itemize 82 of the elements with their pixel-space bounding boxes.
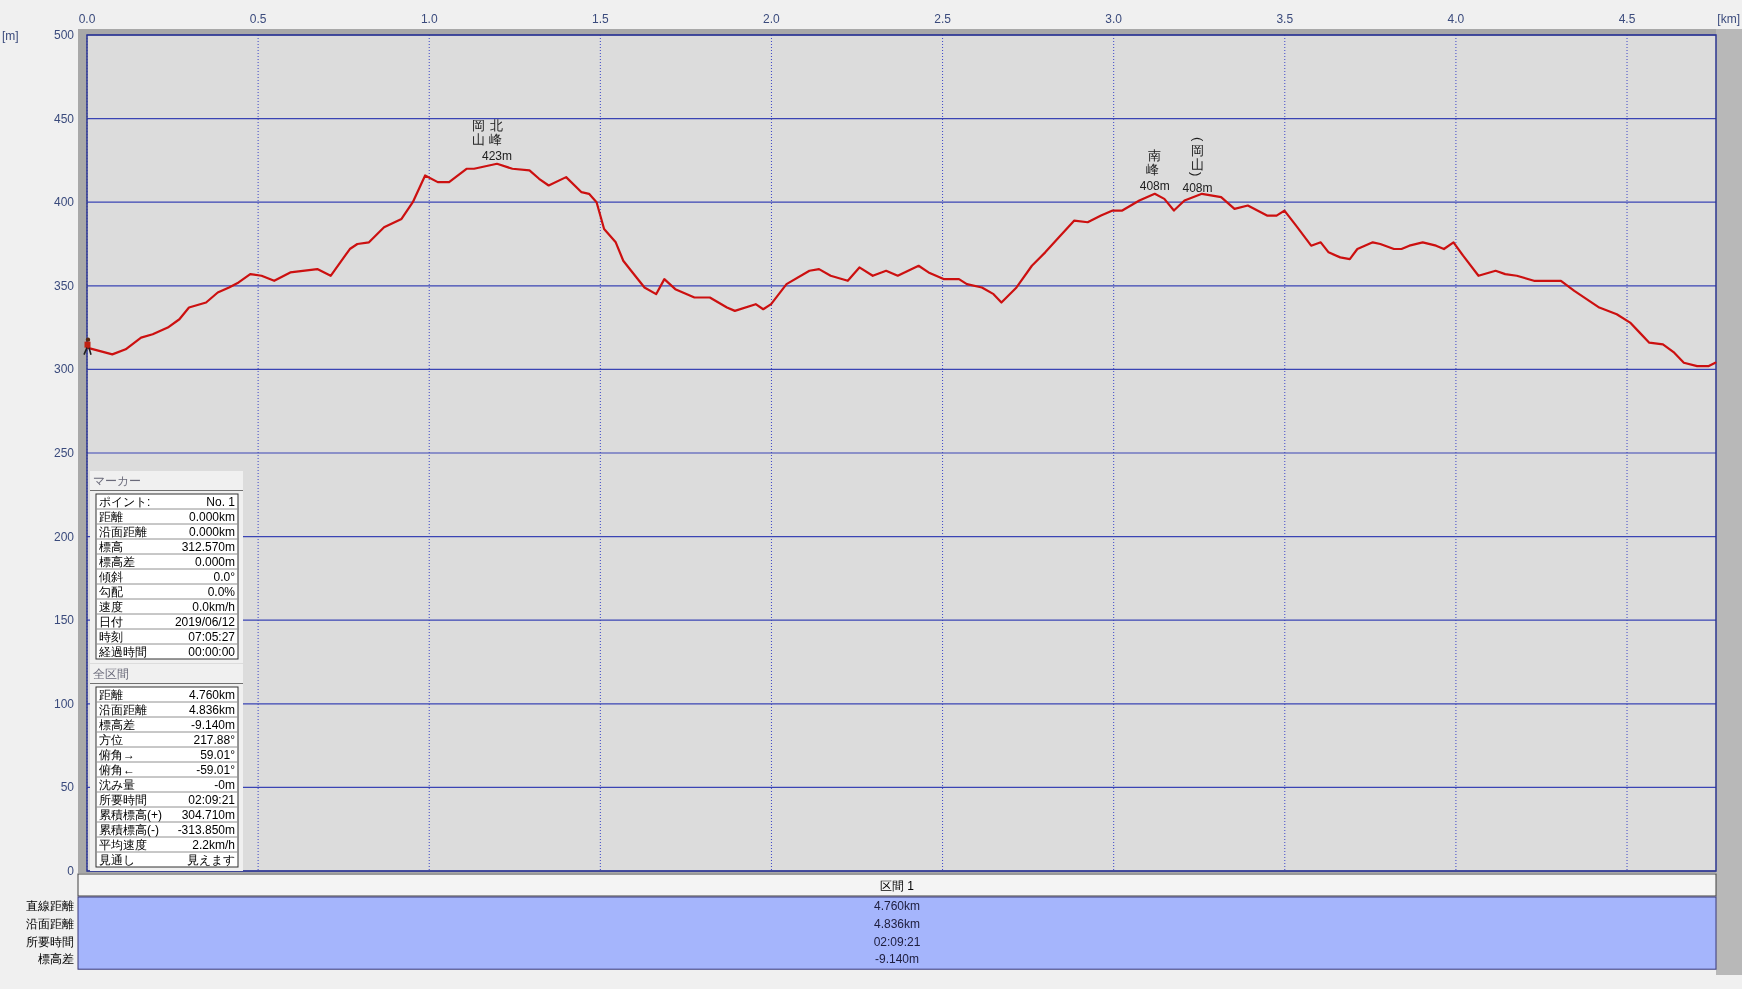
annotation: 勾配	[99, 585, 123, 599]
annotation: ポイント:	[99, 495, 151, 509]
y-axis-title: [m]	[2, 29, 19, 43]
annotation: 見えます	[187, 853, 235, 867]
annotation: 南峰 408m	[1139, 147, 1170, 193]
y-tick-label: 50	[60, 780, 75, 795]
annotation: -0m	[214, 778, 235, 792]
annotation: 傾斜	[99, 570, 123, 584]
annotation: 俯角→	[99, 748, 135, 762]
annotation: 2.2km/h	[192, 838, 235, 852]
y-tick-label: 250	[53, 446, 75, 460]
y-tick-label: 400	[53, 195, 75, 210]
annotation: 304.710m	[181, 808, 235, 822]
text: 区間 1	[879, 879, 915, 893]
x-tick-label: 2.5	[934, 12, 952, 26]
text: 全区間	[93, 667, 129, 681]
x-tick-label: 0.0	[78, 12, 96, 26]
annotation: 4.836km	[188, 703, 235, 717]
x-tick-label: 2.0	[763, 12, 781, 26]
annotation: (岡山) 408m	[1182, 137, 1213, 195]
annotation: 累積標高(+)	[99, 808, 162, 822]
annotation: 02:09:21	[188, 793, 236, 807]
text: 標高差	[38, 952, 74, 967]
annotation: 標高差	[99, 555, 135, 569]
annotation: -313.850m	[177, 823, 235, 837]
y-tick-label: 200	[53, 529, 75, 544]
y-tick-label: 300	[53, 362, 75, 377]
y-tick-label: 100	[53, 696, 75, 711]
text: 02:09:21	[873, 934, 921, 949]
annotation: -9.140m	[190, 718, 235, 732]
x-tick-label: 3.0	[1105, 12, 1123, 26]
annotation: 時刻	[99, 630, 123, 644]
y-tick-label: 350	[53, 278, 75, 293]
text: 所要時間	[26, 934, 74, 949]
annotation: 標高	[99, 540, 123, 554]
annotation: 沈み量	[99, 778, 135, 792]
annotation: 07:05:27	[188, 630, 236, 644]
x-axis-title: [km]	[1717, 12, 1740, 26]
annotation: 59.01°	[200, 748, 236, 762]
annotation: 217.88°	[193, 733, 236, 747]
x-tick-label: 0.5	[249, 12, 267, 26]
annotation: 0.0km/h	[192, 600, 235, 614]
text: 沿面距離	[26, 916, 74, 931]
y-tick-label: 500	[53, 28, 75, 42]
annotation: 0.000km	[188, 510, 235, 524]
text: 直線距離	[26, 899, 74, 913]
annotation: 見通し	[99, 853, 135, 867]
x-tick-label: 1.0	[420, 12, 438, 26]
x-tick-label: 3.5	[1276, 12, 1294, 26]
y-tick-label: 0	[67, 864, 75, 878]
annotation: 沿面距離	[99, 525, 147, 539]
annotation: 0.0%	[207, 585, 236, 599]
annotation: 日付	[99, 615, 123, 629]
y-tick-label: 450	[53, 111, 75, 126]
annotation: 距離	[99, 510, 123, 524]
annotation: 所要時間	[99, 793, 147, 807]
annotation: 速度	[99, 600, 123, 614]
annotation: 2019/06/12	[174, 615, 236, 629]
x-tick-label: 4.5	[1618, 12, 1636, 26]
x-tick-label: 1.5	[592, 12, 609, 26]
text: 4.760km	[873, 899, 921, 913]
annotation: 0.0°	[213, 570, 236, 584]
annotation: 0.000km	[188, 525, 235, 539]
annotation: 0.000m	[194, 555, 235, 569]
annotation: 俯角←	[99, 763, 135, 777]
text: -9.140m	[874, 952, 920, 967]
annotation: 平均速度	[99, 838, 147, 852]
y-tick-label: 150	[53, 613, 75, 628]
annotation: 312.570m	[181, 540, 235, 554]
annotation: 00:00:00	[188, 645, 236, 659]
annotation: 標高差	[99, 718, 135, 732]
annotation: No. 1	[206, 495, 236, 509]
text: マーカー	[93, 474, 141, 488]
annotation: 経過時間	[98, 645, 147, 659]
text: 4.836km	[873, 916, 921, 931]
annotation: 方位	[99, 733, 123, 747]
x-tick-label: 4.0	[1447, 12, 1465, 26]
annotation: 距離	[99, 688, 123, 702]
annotation: 4.760km	[188, 688, 235, 702]
annotation: 沿面距離	[99, 703, 147, 717]
annotation: 累積標高(-)	[99, 823, 159, 837]
annotation: -59.01°	[196, 763, 236, 777]
